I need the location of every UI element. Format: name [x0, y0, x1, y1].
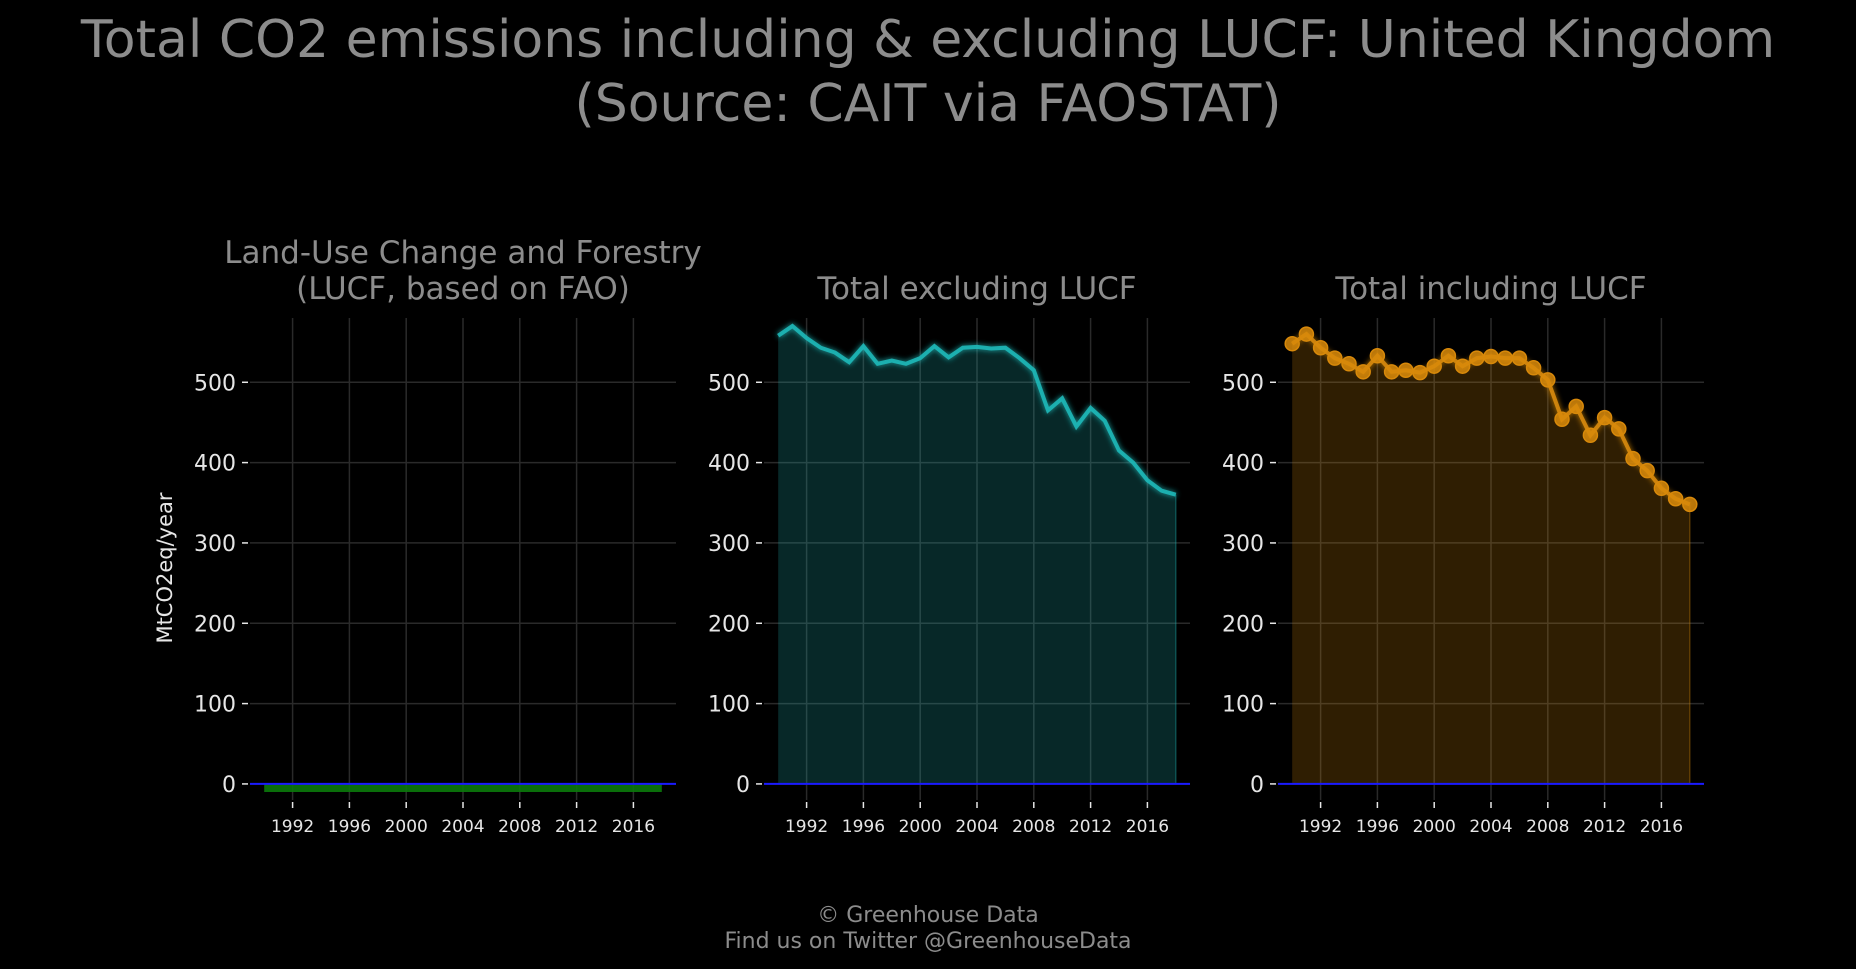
data-point [1312, 339, 1329, 356]
y-tick-label: 100 [194, 693, 236, 718]
y-tick-label: 500 [194, 371, 236, 396]
data-point [1341, 356, 1357, 372]
x-tick-label: 2012 [1583, 817, 1626, 837]
panel-title-1-line-2: (LUCF, based on FAO) [296, 271, 630, 307]
panel-title-1-line-1: Land-Use Change and Forestry [224, 235, 702, 271]
data-point [1454, 358, 1471, 374]
data-point [1298, 326, 1315, 342]
y-tick-label: 200 [708, 612, 750, 637]
x-tick-label: 2000 [385, 817, 428, 837]
data-point [1383, 364, 1400, 380]
data-point [1682, 496, 1698, 513]
x-tick-label: 2016 [1126, 817, 1169, 837]
x-tick-label: 2012 [555, 817, 598, 837]
data-point [1653, 480, 1670, 497]
data-point [1497, 350, 1513, 366]
y-tick-label: 300 [708, 532, 750, 557]
y-tick-label: 0 [222, 773, 236, 798]
x-tick-label: 1996 [328, 817, 371, 837]
data-point [1611, 421, 1627, 437]
y-tick-label: 400 [194, 452, 236, 477]
credit-line-1: © Greenhouse Data [817, 903, 1039, 928]
y-tick-label: 0 [1250, 773, 1264, 798]
data-point [1540, 372, 1556, 388]
x-tick-label: 2004 [955, 817, 998, 837]
panel-title-2-line-1: Total excluding LUCF [816, 271, 1136, 307]
y-axis-label: MtCO2eq/year [153, 492, 177, 643]
series-line [777, 323, 1177, 497]
data-point [1440, 348, 1457, 364]
x-tick-label: 2012 [1069, 817, 1112, 837]
credit-line-2: Find us on Twitter @GreenhouseData [724, 929, 1132, 954]
chart-title-line-2: (Source: CAIT via FAOSTAT) [574, 74, 1282, 134]
data-point [1483, 348, 1499, 365]
data-point [1525, 360, 1542, 376]
y-tick-label: 400 [1222, 452, 1264, 477]
x-tick-label: 2000 [1413, 817, 1456, 837]
data-point [1596, 409, 1613, 426]
panel-3: Total including LUCF 0 100 200 300 400 500 1992… [1222, 271, 1704, 837]
x-tick-label: 2016 [612, 817, 655, 837]
x-tick-label: 2016 [1640, 817, 1683, 837]
data-point [1426, 358, 1442, 374]
data-point [1355, 364, 1371, 380]
data-point [1412, 364, 1428, 381]
data-point [1667, 491, 1684, 507]
y-tick-label: 300 [194, 532, 236, 557]
panel-2: Total excluding LUCF 0 100 200 300 400 500 1992… [708, 271, 1190, 837]
panel-title-3-line-1: Total including LUCF [1334, 271, 1646, 307]
data-point [1511, 350, 1528, 366]
x-tick-label: 1992 [1299, 817, 1342, 837]
x-tick-label: 1992 [271, 817, 314, 837]
x-tick-label: 1996 [842, 817, 885, 837]
x-tick-label: 2004 [1469, 817, 1512, 837]
chart-panels: Land-Use Change and Forestry(LUCF, based… [194, 235, 1704, 837]
data-point [1582, 427, 1599, 444]
data-point [1284, 335, 1300, 352]
y-tick-label: 200 [194, 612, 236, 637]
data-point [1369, 348, 1386, 364]
chart-title-line-1: Total CO2 emissions including & excludin… [80, 10, 1776, 70]
y-tick-label: 200 [1222, 612, 1264, 637]
y-tick-label: 100 [1222, 693, 1264, 718]
y-tick-label: 500 [708, 371, 750, 396]
y-tick-label: 0 [736, 773, 750, 798]
y-tick-label: 500 [1222, 371, 1264, 396]
x-tick-label: 2000 [899, 817, 942, 837]
x-tick-label: 2008 [1012, 817, 1055, 837]
data-point [1398, 362, 1414, 378]
y-tick-label: 400 [708, 452, 750, 477]
x-tick-label: 1996 [1356, 817, 1399, 837]
data-point [1568, 398, 1584, 415]
data-point [1554, 411, 1570, 427]
x-tick-label: 2004 [441, 817, 484, 837]
x-tick-label: 2008 [498, 817, 541, 837]
y-tick-label: 100 [708, 693, 750, 718]
data-point [1327, 350, 1343, 366]
series-area [778, 326, 1176, 784]
data-point [1469, 350, 1485, 366]
chart-title: Total CO2 emissions including & excludin… [0, 8, 1856, 136]
series-area [264, 783, 662, 792]
data-point [1625, 450, 1641, 467]
y-tick-label: 300 [1222, 532, 1264, 557]
panel-1: Land-Use Change and Forestry(LUCF, based… [194, 235, 702, 837]
x-tick-label: 1992 [785, 817, 828, 837]
x-tick-label: 2008 [1526, 817, 1569, 837]
data-point [1639, 462, 1655, 479]
series-area [1292, 334, 1690, 784]
